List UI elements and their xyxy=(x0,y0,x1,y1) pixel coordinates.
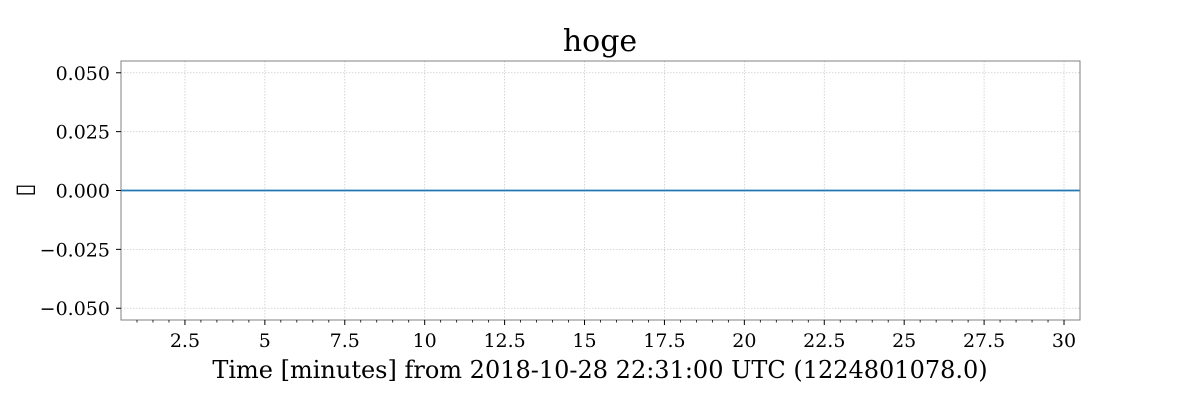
x-tick-label: 20 xyxy=(732,330,756,352)
y-tick-label: −0.025 xyxy=(40,239,110,261)
y-tick-label: 0.050 xyxy=(56,63,110,85)
y-tick-label: 0.025 xyxy=(56,122,110,144)
y-axis-label: ▯ xyxy=(10,183,38,196)
x-tick-label: 12.5 xyxy=(483,330,525,352)
x-tick-label: 25 xyxy=(892,330,916,352)
x-tick-label: 10 xyxy=(413,330,437,352)
x-tick-label: 5 xyxy=(259,330,271,352)
x-tick-label: 22.5 xyxy=(803,330,845,352)
y-tick-label: −0.050 xyxy=(40,298,110,320)
x-tick-label: 27.5 xyxy=(963,330,1005,352)
x-tick-label: 15 xyxy=(572,330,596,352)
x-tick-label: 30 xyxy=(1052,330,1076,352)
y-axis: 0.050 0.025 0.000 −0.025 −0.050 xyxy=(40,63,121,320)
x-tick-label: 2.5 xyxy=(170,330,200,352)
x-tick-label: 17.5 xyxy=(643,330,685,352)
y-tick-label: 0.000 xyxy=(56,181,110,203)
x-tick-label: 7.5 xyxy=(330,330,360,352)
x-axis: 2.5 5 7.5 10 12.5 15 17.5 20 22.5 25 27.5 30 xyxy=(136,320,1076,352)
x-axis-label: Time [minutes] from 2018-10-28 22:31:00 … xyxy=(212,356,987,384)
chart-title: hoge xyxy=(563,24,637,59)
